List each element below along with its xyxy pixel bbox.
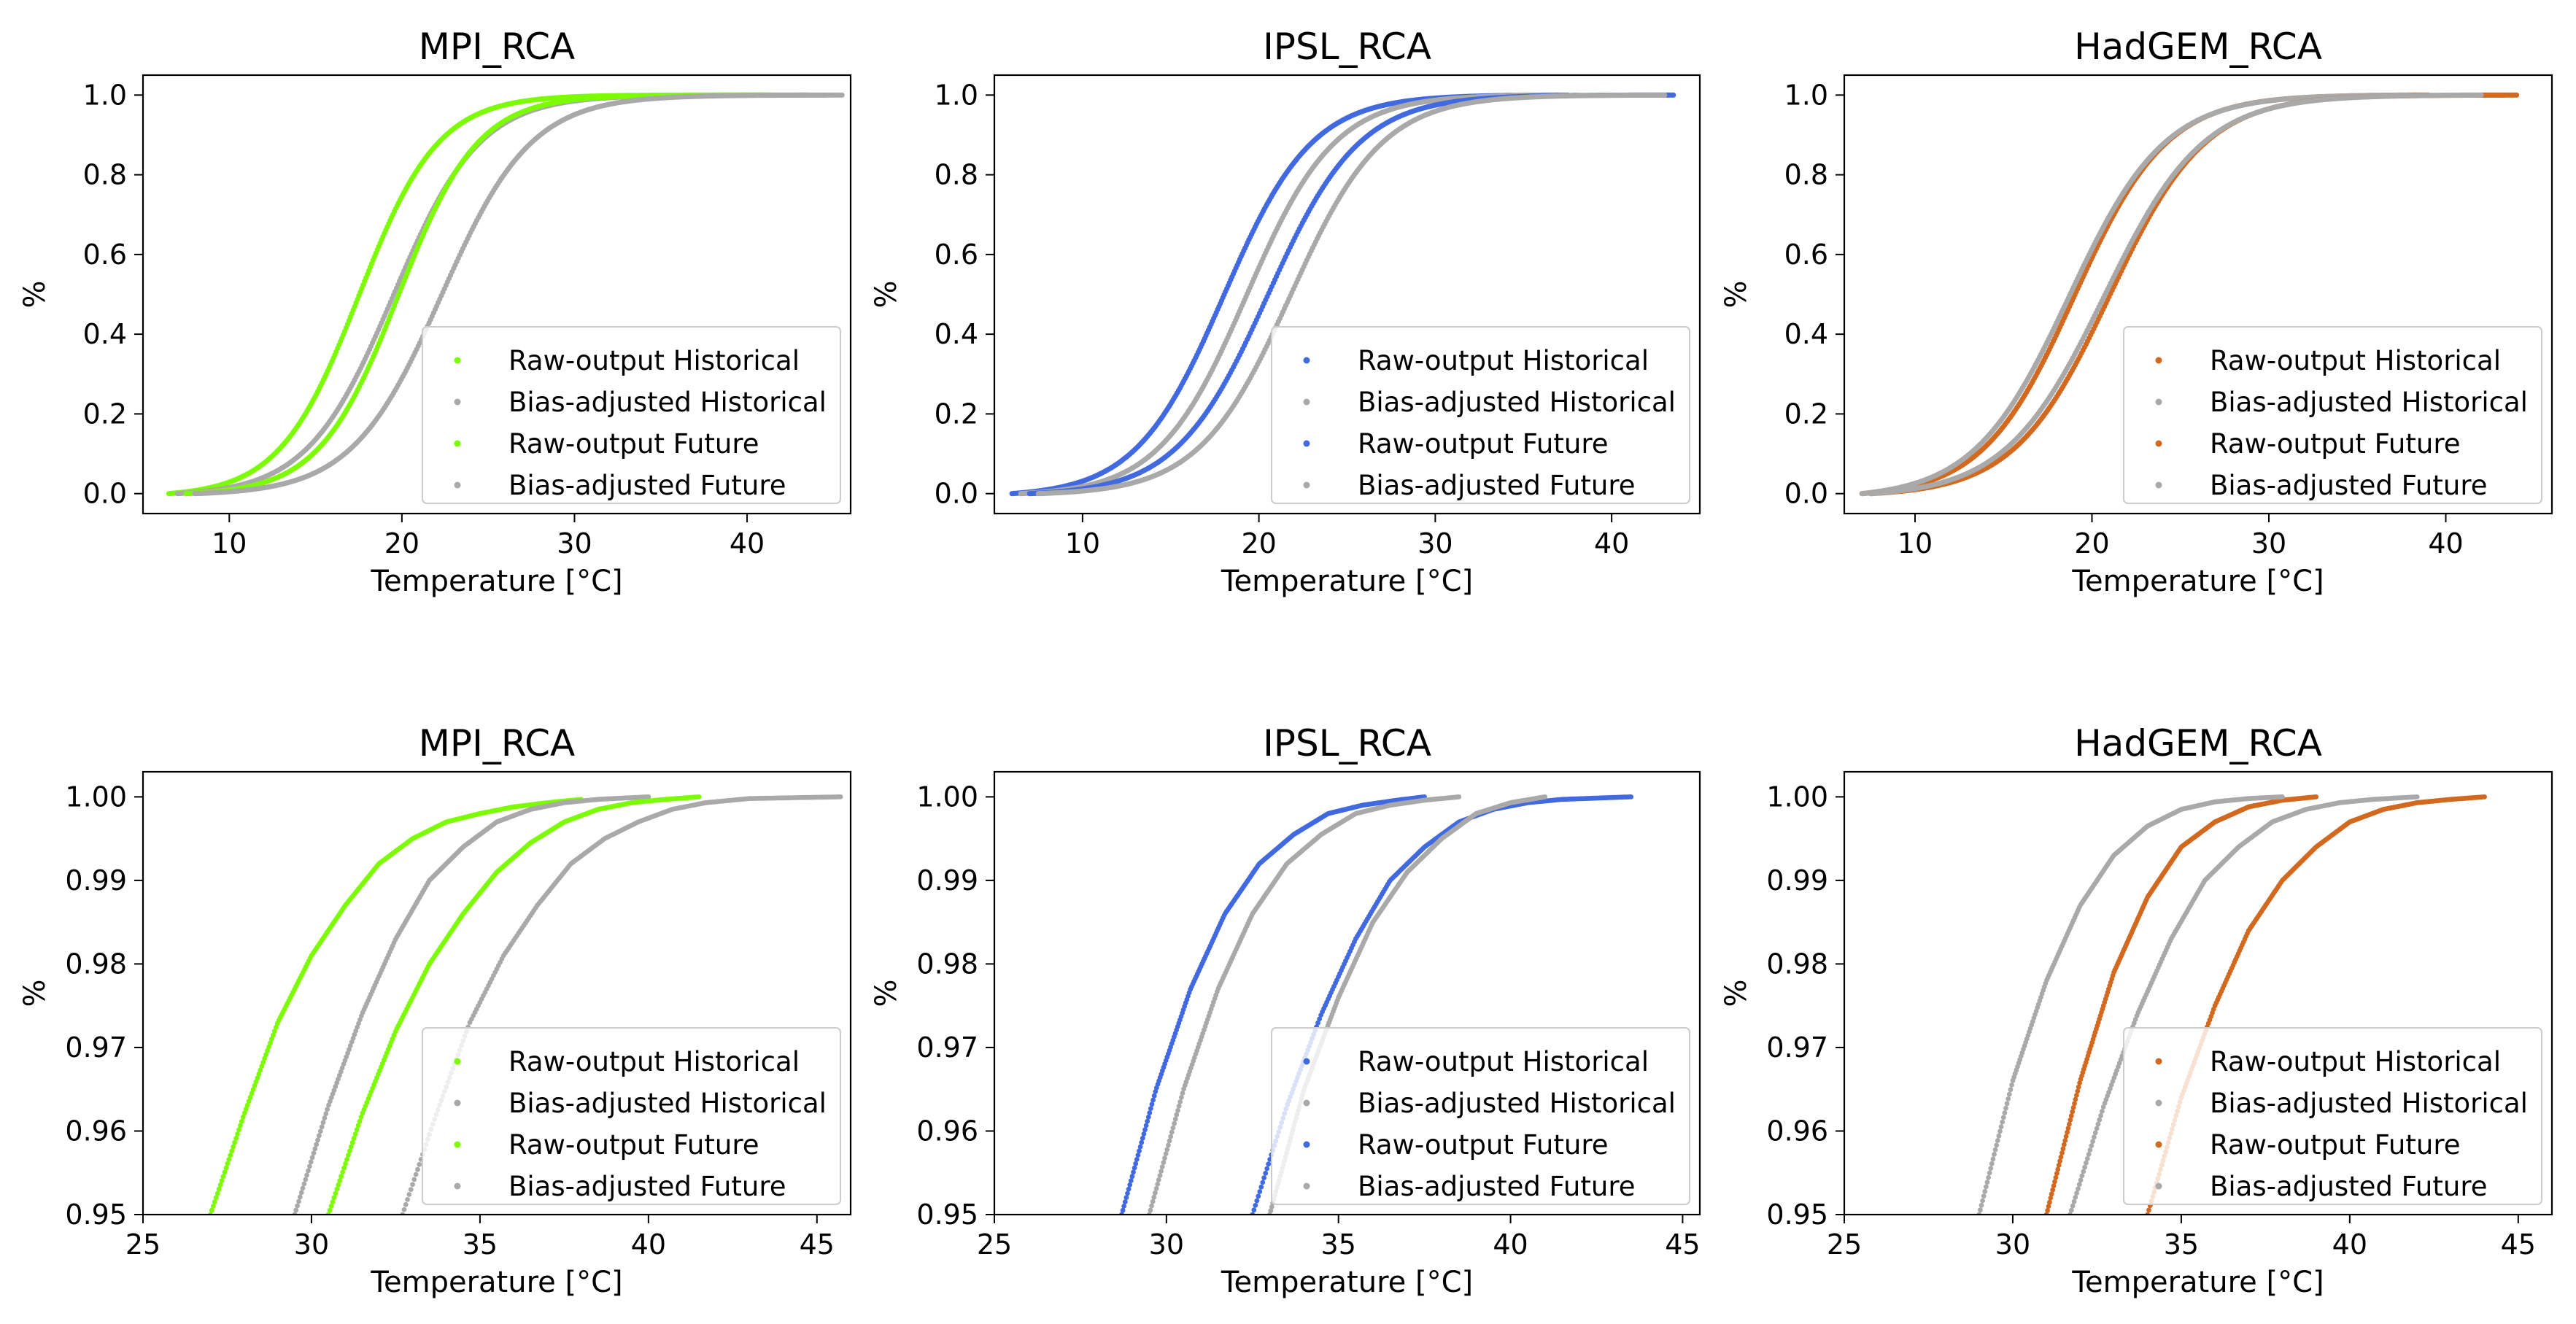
x-tick-label: 30	[1417, 527, 1453, 560]
y-tick-label: 0.0	[83, 478, 127, 510]
x-tick-label: 10	[212, 527, 247, 560]
legend-marker	[454, 481, 461, 489]
x-tick-label: 20	[1241, 527, 1276, 560]
x-axis-label: Temperature [°C]	[370, 565, 622, 598]
legend-label: Raw-output Future	[1358, 428, 1609, 460]
legend-label: Bias-adjusted Future	[1358, 470, 1635, 501]
legend-label: Raw-output Future	[508, 428, 759, 460]
x-tick-label: 40	[1594, 527, 1629, 560]
legend-label: Bias-adjusted Future	[508, 470, 786, 501]
axes-frame	[142, 74, 852, 515]
panel-title: MPI_RCA	[419, 26, 575, 68]
series-bias-adjusted-future	[192, 92, 845, 497]
legend-label: Bias-adjusted Historical	[508, 387, 827, 418]
legend-label: Bias-adjusted Historical	[1358, 387, 1676, 418]
y-tick-label: 0.4	[935, 318, 978, 350]
legend-box	[1271, 326, 1690, 504]
legend-label: Raw-output Historical	[1358, 345, 1649, 376]
panel-title: IPSL_RCA	[1263, 26, 1431, 68]
legend-marker	[454, 357, 461, 364]
x-axis-label: Temperature [°C]	[1221, 565, 1473, 598]
y-tick-label: 0.8	[83, 159, 127, 191]
y-tick-label: 0.2	[83, 398, 127, 430]
data-point	[1671, 92, 1676, 98]
series-bias-adjusted-future	[1035, 92, 1668, 497]
x-tick-label: 30	[557, 527, 592, 560]
y-axis-label: %	[18, 280, 52, 308]
y-tick-label: 0.0	[935, 478, 978, 510]
y-tick-label: 0.8	[935, 159, 978, 191]
legend: Raw-output Historical Bias-adjusted Histo…	[422, 326, 841, 504]
panel-mpi-full: MPI_RCA 10 20 30 40 0.0 0.2 0.4 0.6 0.8 1.0 Tempera…	[18, 26, 852, 598]
x-tick-label: 40	[730, 527, 765, 560]
y-tick-label: 0.4	[83, 318, 127, 350]
y-tick-label: 0.6	[83, 239, 127, 271]
series-bias-adjusted-future	[1868, 92, 2484, 497]
legend-box	[422, 326, 841, 504]
data-points	[1009, 92, 1676, 497]
x-tick-label: 20	[384, 527, 419, 560]
y-tick-label: 0.6	[935, 239, 978, 271]
x-tick-label: 10	[1065, 527, 1100, 560]
y-tick-label: 0.2	[935, 398, 978, 430]
data-point	[2513, 92, 2520, 98]
legend-marker	[1303, 357, 1310, 364]
legend-label: Raw-output Historical	[508, 345, 800, 376]
legend-marker	[454, 398, 461, 406]
panel-title: HadGEM_RCA	[2074, 26, 2322, 68]
y-axis-label: %	[870, 280, 903, 308]
legend-marker	[454, 440, 461, 447]
legend-marker	[1303, 440, 1310, 447]
data-point	[839, 92, 845, 98]
data-points	[166, 92, 845, 497]
data-points	[1859, 92, 2520, 497]
panel-ipsl-full: IPSL_RCA 10 20 30 40 0.0 0.2 0.4 0.6 0.8 1.0 Temper…	[870, 26, 1701, 598]
axes-frame	[993, 74, 1701, 515]
legend-marker	[1303, 481, 1310, 489]
legend-marker	[1303, 398, 1310, 406]
y-tick-label: 1.0	[83, 79, 127, 111]
data-point	[1662, 92, 1668, 98]
legend: Raw-output Historical Bias-adjusted Histo…	[1271, 326, 1690, 504]
y-tick-label: 1.0	[935, 79, 978, 111]
